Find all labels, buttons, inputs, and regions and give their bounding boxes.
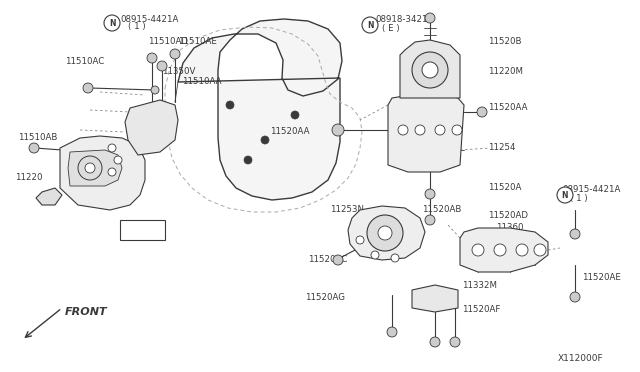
Circle shape [435,125,445,135]
Text: 11520AA: 11520AA [488,103,527,112]
Text: 08918-3421A: 08918-3421A [375,16,433,25]
Text: 11520B: 11520B [488,38,522,46]
Text: 11510AD: 11510AD [148,38,188,46]
Circle shape [452,125,462,135]
Circle shape [371,251,379,259]
Polygon shape [60,136,145,210]
Text: 11220: 11220 [15,173,42,183]
Text: 08915-4421A: 08915-4421A [562,186,620,195]
Circle shape [422,62,438,78]
Circle shape [378,226,392,240]
Circle shape [170,49,180,59]
Circle shape [108,144,116,152]
Circle shape [425,13,435,23]
Circle shape [226,101,234,109]
Circle shape [398,125,408,135]
Circle shape [157,61,167,71]
Text: 11232: 11232 [130,231,157,240]
Polygon shape [68,150,122,186]
Text: 11520AB: 11520AB [422,205,461,215]
Circle shape [391,254,399,262]
Circle shape [332,124,344,136]
Circle shape [494,244,506,256]
Circle shape [85,163,95,173]
Circle shape [367,215,403,251]
Polygon shape [178,19,342,200]
Text: ( 1 ): ( 1 ) [570,193,588,202]
Circle shape [472,244,484,256]
Text: FRONT: FRONT [65,307,108,317]
Circle shape [244,156,252,164]
Circle shape [108,168,116,176]
Text: ( 1 ): ( 1 ) [128,22,146,32]
Text: 11520AE: 11520AE [582,273,621,282]
Text: 11510AC: 11510AC [65,58,104,67]
Circle shape [362,17,378,33]
Polygon shape [348,206,425,260]
Polygon shape [412,285,458,312]
Text: N: N [562,190,568,199]
Circle shape [114,156,122,164]
Text: 11360: 11360 [496,224,524,232]
Circle shape [557,187,573,203]
Circle shape [387,327,397,337]
Polygon shape [460,228,548,272]
Circle shape [104,15,120,31]
Text: 11520AF: 11520AF [462,305,500,314]
Text: 11520AC: 11520AC [308,256,348,264]
Text: N: N [367,20,373,29]
Circle shape [415,125,425,135]
Polygon shape [120,220,165,240]
Circle shape [425,215,435,225]
Polygon shape [125,100,178,155]
Circle shape [570,229,580,239]
Text: 11510AA: 11510AA [182,77,221,87]
Circle shape [151,86,159,94]
Circle shape [261,136,269,144]
Circle shape [516,244,528,256]
Text: 11350V: 11350V [162,67,195,77]
Circle shape [147,53,157,63]
Text: 11520AG: 11520AG [305,294,345,302]
Circle shape [425,189,435,199]
Text: 11253N: 11253N [330,205,364,215]
Text: 11220M: 11220M [488,67,523,77]
Circle shape [430,337,440,347]
Text: 08915-4421A: 08915-4421A [120,15,179,23]
Circle shape [29,143,39,153]
Circle shape [412,52,448,88]
Text: 11520AA: 11520AA [270,128,310,137]
Text: 11520A: 11520A [488,183,522,192]
Text: ( E ): ( E ) [382,23,399,32]
Text: 11520AD: 11520AD [488,211,528,219]
Circle shape [477,107,487,117]
Circle shape [83,83,93,93]
Polygon shape [400,40,460,98]
Text: 11332M: 11332M [462,280,497,289]
Circle shape [291,111,299,119]
Polygon shape [388,95,464,172]
Circle shape [450,337,460,347]
Circle shape [570,292,580,302]
Circle shape [534,244,546,256]
Circle shape [333,255,343,265]
Circle shape [356,236,364,244]
Text: 11510AE: 11510AE [178,38,217,46]
Circle shape [78,156,102,180]
Text: 11510AB: 11510AB [18,134,58,142]
Polygon shape [36,188,62,205]
Text: X112000F: X112000F [558,354,604,363]
Text: N: N [109,19,115,28]
Text: 11254: 11254 [488,144,515,153]
